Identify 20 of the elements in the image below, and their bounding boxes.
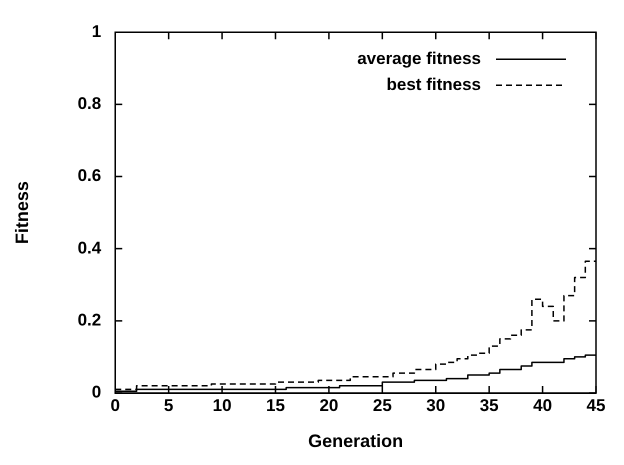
- y-tick-label: 0.4: [78, 238, 102, 258]
- x-tick-label: 25: [372, 396, 392, 415]
- y-tick-label: 0.2: [78, 310, 102, 330]
- x-tick-label: 45: [586, 396, 606, 415]
- x-tick-label: 20: [319, 396, 338, 415]
- x-axis-title: Generation: [308, 431, 404, 452]
- x-tick-label: 5: [164, 396, 174, 415]
- y-tick-label: 0.8: [78, 94, 102, 114]
- y-axis-title: Fitness: [12, 181, 32, 244]
- x-tick-label: 40: [533, 396, 552, 415]
- y-tick-label: 0.6: [78, 166, 102, 186]
- y-tick-label: 1: [92, 22, 102, 41]
- y-tick-label: 0: [92, 382, 102, 402]
- x-tick-label: 30: [426, 396, 446, 415]
- legend-label: average fitness: [357, 48, 481, 68]
- legend-label: best fitness: [386, 74, 481, 94]
- x-tick-label: 0: [110, 396, 120, 415]
- x-tick-label: 10: [212, 396, 232, 415]
- x-tick-label: 35: [480, 396, 499, 415]
- x-tick-label: 15: [266, 396, 285, 415]
